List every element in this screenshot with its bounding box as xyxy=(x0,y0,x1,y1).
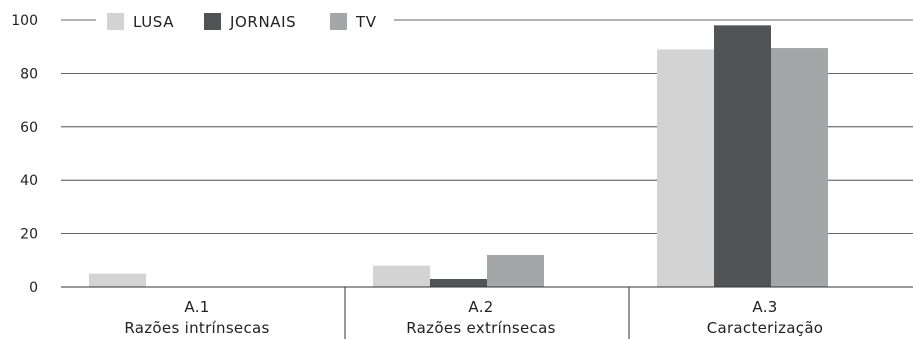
x-tick-label: Caracterização xyxy=(707,319,824,337)
y-tick-label: 20 xyxy=(20,227,38,243)
y-tick-label: 60 xyxy=(20,120,38,136)
x-tick-code: A.1 xyxy=(184,298,209,316)
y-tick-label: 40 xyxy=(20,173,38,189)
bar-lusa-a1 xyxy=(89,273,146,287)
y-tick-label: 80 xyxy=(20,66,38,82)
x-tick-code: A.3 xyxy=(752,298,777,316)
legend-swatch-jornais xyxy=(204,13,221,30)
y-tick-label: 0 xyxy=(29,280,38,296)
legend-swatch-tv xyxy=(330,13,347,30)
x-tick-label: Razões extrínsecas xyxy=(406,319,555,337)
legend-swatch-lusa xyxy=(107,13,124,30)
bar-jornais-a3 xyxy=(714,25,771,288)
legend-label-lusa: LUSA xyxy=(133,13,174,31)
bar-tv-a2 xyxy=(487,254,544,287)
bar-tv-a3 xyxy=(771,48,828,287)
y-tick-label: 100 xyxy=(11,13,38,29)
bar-lusa-a3 xyxy=(657,49,714,288)
bar-jornais-a2 xyxy=(430,278,487,287)
bars xyxy=(89,25,828,288)
legend-label-jornais: JORNAIS xyxy=(229,13,296,31)
x-tick-code: A.2 xyxy=(468,298,493,316)
x-axis: A.1 Razões intrínsecas A.2 Razões extrínsec… xyxy=(61,286,913,339)
legend-label-tv: TV xyxy=(355,13,377,31)
legend: LUSA JORNAIS TV xyxy=(96,8,394,34)
y-axis-ticks: 0 20 40 60 80 100 xyxy=(11,13,38,296)
x-tick-label: Razões intrínsecas xyxy=(124,319,269,337)
bar-lusa-a2 xyxy=(373,265,430,287)
